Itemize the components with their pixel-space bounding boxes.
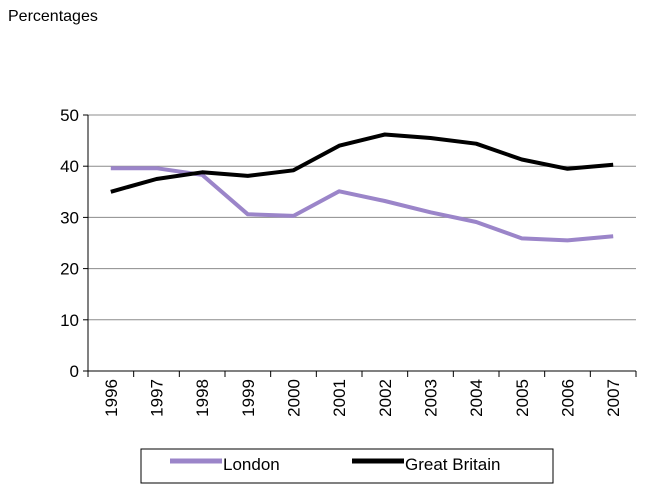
y-tick-label: 0 [70,362,79,381]
x-tick-labels: 1996 1997 1998 1999 2000 2001 2002 2003 2004 2005… [102,379,623,417]
x-tick-label: 2000 [285,379,304,417]
legend-box [140,448,554,484]
y-tick-label: 10 [60,311,79,330]
y-tick-labels: 0 10 20 30 40 50 [60,106,79,381]
x-tick-label: 2001 [330,379,349,417]
axes [83,114,637,377]
y-tick-label: 20 [60,260,79,279]
x-tick-label: 1996 [102,379,121,417]
y-tick-label: 40 [60,157,79,176]
x-tick-label: 2004 [467,379,486,417]
x-tick-label: 2006 [559,379,578,417]
y-tick-label: 30 [60,208,79,227]
x-tick-label: 1997 [148,379,167,417]
series-line-london [110,166,614,243]
x-tick-label: 2005 [513,379,532,417]
legend: London Great Britain [140,448,554,484]
legend-label-london: London [223,455,280,474]
x-tick-label: 2007 [604,379,623,417]
x-tick-label: 1999 [239,379,258,417]
y-tick-label: 50 [60,106,79,125]
x-tick-label: 2002 [376,379,395,417]
gridlines [88,114,636,321]
legend-label-great-britain: Great Britain [405,455,500,474]
x-tick-label: 2003 [422,379,441,417]
x-tick-label: 1998 [193,379,212,417]
series-line-great-britain [110,132,614,194]
series-lines [110,132,614,243]
y-axis-label: Percentages [8,8,98,25]
